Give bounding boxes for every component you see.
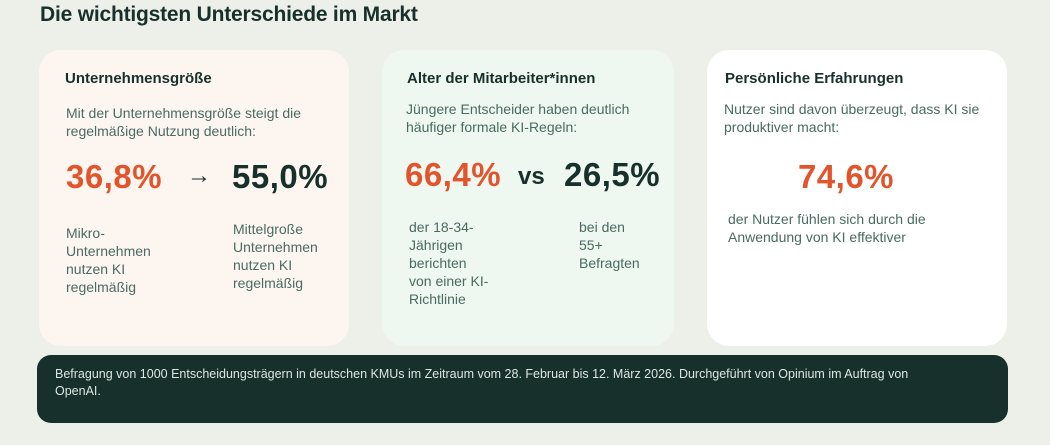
label-line: Mikro- <box>66 225 105 241</box>
survey-info-banner: Befragung von 1000 Entscheidungsträgern … <box>37 355 1008 423</box>
stat-value-young: 66,4% <box>405 156 502 193</box>
stat-value-productive: 74,6% <box>797 158 895 195</box>
label-line: bei den <box>579 219 625 235</box>
page-title: Die wichtigsten Unterschiede im Markt <box>40 3 418 26</box>
label-line: Jährigen <box>409 237 463 253</box>
label-line: Richtlinie <box>409 291 466 307</box>
label-line: 55+ <box>579 237 603 253</box>
label-line: Unternehmen <box>233 239 318 255</box>
label-line: regelmäßig <box>66 279 137 295</box>
label-line: von einer KI- <box>409 273 489 289</box>
card-heading: Persönliche Erfahrungen <box>725 70 904 87</box>
card-description: Jüngere Entscheider haben deutlich häufi… <box>406 101 630 135</box>
label-line: der 18-34- <box>409 219 474 235</box>
stat-label-old: bei den 55+ Befragten <box>579 218 640 272</box>
stat-label-micro: Mikro- Unternehmen nutzen KI regelmäßig <box>66 224 151 296</box>
stat-value-medium: 55,0% <box>232 158 329 195</box>
stat-value-old: 26,5% <box>564 156 661 193</box>
arrow-right-icon: → <box>187 162 211 189</box>
survey-info-text: Befragung von 1000 Entscheidungsträgern … <box>55 367 909 398</box>
stat-label-medium: Mittelgroße Unternehmen nutzen KI regelm… <box>233 220 318 292</box>
label-line: nutzen KI <box>233 257 293 273</box>
versus-label: vs <box>518 163 545 190</box>
label-line: Mittelgroße <box>233 221 304 237</box>
stat-value-micro: 36,8% <box>66 158 163 195</box>
label-line: regelmäßig <box>233 275 304 291</box>
label-line: Unternehmen <box>66 243 151 259</box>
card-company-size: Unternehmensgröße Mit der Unternehmensgr… <box>39 50 349 346</box>
card-heading: Alter der Mitarbeiter*innen <box>407 70 596 87</box>
label-line: berichten <box>409 255 467 271</box>
stat-label-productive: der Nutzer fühlen sich durch die Anwendu… <box>728 211 926 245</box>
stat-label-young: der 18-34- Jährigen berichten von einer … <box>409 218 488 308</box>
card-employee-age: Alter der Mitarbeiter*innen Jüngere Ents… <box>382 50 674 346</box>
label-line: Befragten <box>579 255 640 271</box>
card-personal-experience: Persönliche Erfahrungen Nutzer sind davo… <box>707 50 1007 346</box>
card-description: Mit der Unternehmensgröße steigt die reg… <box>66 105 301 139</box>
card-description: Nutzer sind davon überzeugt, dass KI sie… <box>724 101 980 135</box>
label-line: nutzen KI <box>66 261 126 277</box>
card-heading: Unternehmensgröße <box>65 70 212 87</box>
